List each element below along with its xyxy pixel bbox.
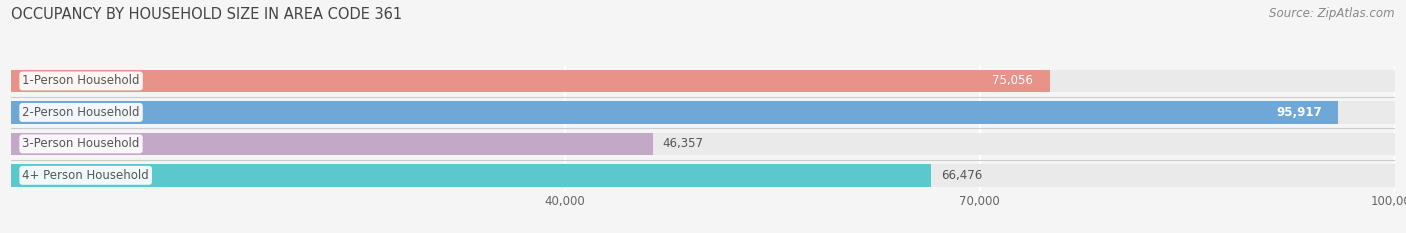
Text: 46,357: 46,357: [662, 137, 703, 150]
Text: 95,917: 95,917: [1277, 106, 1322, 119]
Bar: [11, 133, 652, 155]
Text: 75,056: 75,056: [993, 75, 1033, 87]
Text: 1-Person Household: 1-Person Household: [22, 75, 139, 87]
Text: 2-Person Household: 2-Person Household: [22, 106, 139, 119]
Bar: [11, 164, 1395, 187]
Bar: [11, 164, 931, 187]
Bar: [11, 70, 1050, 92]
Text: 3-Person Household: 3-Person Household: [22, 137, 139, 150]
Text: Source: ZipAtlas.com: Source: ZipAtlas.com: [1270, 7, 1395, 20]
Bar: [11, 133, 1395, 155]
Text: 4+ Person Household: 4+ Person Household: [22, 169, 149, 182]
Text: OCCUPANCY BY HOUSEHOLD SIZE IN AREA CODE 361: OCCUPANCY BY HOUSEHOLD SIZE IN AREA CODE…: [11, 7, 402, 22]
Bar: [11, 101, 1339, 124]
Bar: [11, 70, 1395, 92]
Bar: [11, 101, 1395, 124]
Text: 66,476: 66,476: [941, 169, 981, 182]
